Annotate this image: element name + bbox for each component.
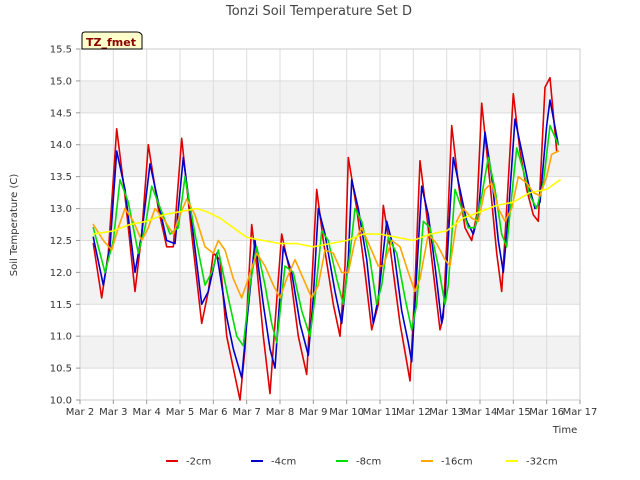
series-line-8cmcm	[92, 124, 560, 347]
x-axis-label: Time	[552, 425, 577, 436]
y-tick-label: 12.5	[50, 236, 72, 247]
x-tick-label: Mar 13	[429, 407, 464, 418]
x-tick-label: Mar 14	[463, 407, 498, 418]
plot-band	[80, 368, 580, 400]
y-tick-label: 15.5	[50, 45, 72, 56]
y-tick-label: 15.0	[50, 76, 72, 87]
chart-title: Tonzi Soil Temperature Set D	[225, 4, 412, 19]
plot-band	[80, 80, 580, 113]
x-tick-label: Mar 6	[199, 407, 227, 418]
x-tick-label: Mar 8	[266, 407, 294, 418]
series-lines	[92, 76, 561, 401]
x-tick-label: Mar 9	[299, 407, 327, 418]
y-tick-label: 10.5	[50, 364, 72, 375]
legend-label: -32cm	[526, 457, 558, 468]
y-tick-label: 13.5	[50, 172, 72, 183]
x-tick-label: Mar 3	[99, 407, 127, 418]
legend-label: -2cm	[186, 457, 211, 468]
y-axis-label: Soil Temperature (C)	[9, 174, 20, 277]
x-tick-label: Mar 16	[529, 407, 564, 418]
x-tick-label: Mar 11	[363, 407, 398, 418]
x-tick-label: Mar 15	[496, 407, 531, 418]
y-axis-ticks: 10.0 10.5 11.0 11.5 12.0 12.5 13.0 13.5 14.0 14.5…	[50, 45, 80, 407]
plot-frame	[79, 48, 581, 401]
plot-band	[80, 336, 580, 369]
x-tick-label: Mar 17	[563, 407, 598, 418]
y-tick-label: 11.5	[50, 300, 72, 311]
x-tick-label: Mar 5	[166, 407, 194, 418]
plot-band	[80, 49, 580, 81]
y-tick-label: 14.5	[50, 108, 72, 119]
legend-label: -8cm	[356, 457, 381, 468]
x-tick-label: Mar 7	[232, 407, 260, 418]
y-tick-label: 11.0	[50, 332, 72, 343]
y-tick-label: 14.0	[50, 140, 72, 151]
y-tick-label: 13.0	[50, 204, 72, 215]
series-line-32cmcm	[92, 179, 561, 248]
legend-label: -4cm	[271, 457, 296, 468]
series-line-16cmcm	[92, 150, 560, 299]
legend-label: -16cm	[441, 457, 473, 468]
x-tick-label: Mar 10	[329, 407, 364, 418]
x-tick-label: Mar 4	[132, 407, 160, 418]
plot-band	[80, 144, 580, 177]
plot-band	[80, 304, 580, 337]
x-tick-label: Mar 12	[396, 407, 431, 418]
y-tick-label: 10.0	[50, 396, 72, 407]
x-tick-label: Mar 2	[66, 407, 94, 418]
plot-band	[80, 112, 580, 145]
station-badge-label: TZ_fmet	[86, 36, 136, 49]
station-badge: TZ_fmet	[81, 31, 143, 50]
y-tick-label: 12.0	[50, 268, 72, 279]
x-axis-ticks: Mar 2 Mar 3 Mar 4 Mar 5 Mar 6 Mar 7 Mar 8 Mar 9…	[66, 400, 598, 418]
legend: -2cm -4cm -8cm -16cm -32cm	[166, 457, 558, 468]
